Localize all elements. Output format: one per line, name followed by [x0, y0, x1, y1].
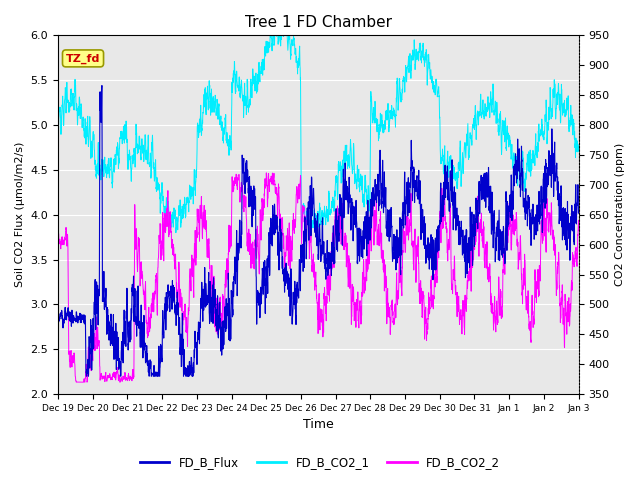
- Text: TZ_fd: TZ_fd: [66, 53, 100, 63]
- Y-axis label: Soil CO2 Flux (μmol/m2/s): Soil CO2 Flux (μmol/m2/s): [15, 142, 25, 288]
- Title: Tree 1 FD Chamber: Tree 1 FD Chamber: [245, 15, 392, 30]
- Y-axis label: CO2 Concentration (ppm): CO2 Concentration (ppm): [615, 143, 625, 287]
- X-axis label: Time: Time: [303, 419, 333, 432]
- Legend: FD_B_Flux, FD_B_CO2_1, FD_B_CO2_2: FD_B_Flux, FD_B_CO2_1, FD_B_CO2_2: [135, 452, 505, 474]
